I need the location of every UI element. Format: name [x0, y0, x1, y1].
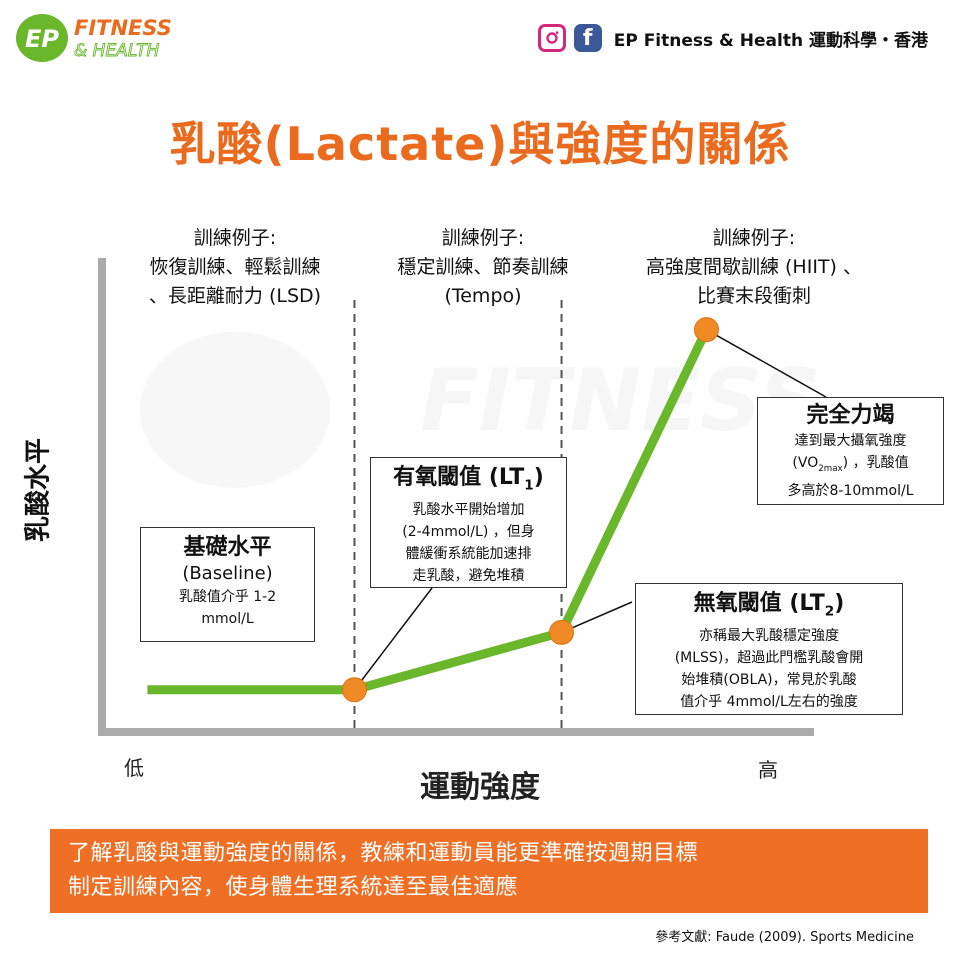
lt1-title: 有氧閾值 (LT1)	[393, 465, 544, 494]
x-axis-low-label: 低	[124, 756, 144, 780]
exhaustion-box: 完全力竭 達到最大攝氧強度 (VO2max) ，乳酸值 多高於8-10mmol/…	[757, 397, 944, 505]
zone-3-heading: 訓練例子:	[712, 227, 796, 249]
brand-logo: EP FITNESS & HEALTH	[16, 14, 172, 62]
social-text: EP Fitness & Health 運動科學・香港	[613, 30, 928, 51]
y-axis	[98, 258, 106, 736]
page-title: 乳酸(Lactate)與強度的關係	[169, 117, 791, 171]
instagram-icon[interactable]	[537, 24, 566, 52]
exhaustion-desc-2: (VO2max) ，乳酸值	[792, 455, 909, 474]
watermark-logo: FITNESS	[140, 332, 821, 488]
summary-banner: 了解乳酸與運動強度的關係，教練和運動員能更準確按週期目標 制定訓練內容，使身體生…	[50, 829, 928, 913]
lt2-desc-1: 亦稱最大乳酸穩定強度	[699, 628, 839, 645]
social-bar: f EP Fitness & Health 運動科學・香港	[537, 24, 928, 52]
baseline-box: 基礎水平 (Baseline) 乳酸值介乎 1-2 mmol/L	[140, 527, 315, 642]
lt2-desc-4: 值介乎 4mmol/L左右的強度	[680, 694, 858, 711]
zone-3-line-2: 高強度間歇訓練 (HIIT) 、	[645, 256, 862, 278]
leader-line-1	[353, 587, 433, 691]
lt2-point	[549, 619, 575, 645]
exhaustion-desc-3: 多高於8-10mmol/L	[787, 482, 914, 499]
x-axis-label: 運動強度	[420, 770, 540, 805]
banner-line-2: 制定訓練內容，使身體生理系統達至最佳適應	[68, 875, 519, 900]
zone-examples-3: 訓練例子: 高強度間歇訓練 (HIIT) 、 比賽末段衝刺	[604, 224, 904, 311]
zone-3-line-3: 比賽末段衝刺	[696, 285, 811, 307]
zone-2-heading: 訓練例子:	[441, 227, 525, 249]
lt1-box: 有氧閾值 (LT1) 乳酸水平開始增加 (2-4mmol/L) ，但身 體緩衝系…	[370, 457, 567, 588]
logo-mark: EP	[25, 25, 59, 53]
lt1-desc-3: 體緩衝系統能加速排	[405, 546, 532, 563]
lt2-title: 無氧閾值 (LT2)	[693, 591, 845, 620]
exhaustion-title: 完全力竭	[806, 403, 895, 428]
x-axis-high-label: 高	[758, 758, 778, 782]
zone-1-line-3: 、長距離耐力 (LSD)	[148, 285, 322, 307]
baseline-title: 基礎水平	[183, 535, 272, 560]
zone-examples-2: 訓練例子: 穩定訓練、節奏訓練 (Tempo)	[358, 224, 608, 311]
lt2-desc-3: 始堆積(OBLA)，常見於乳酸	[681, 672, 857, 689]
y-axis-label: 乳酸水平	[23, 437, 54, 543]
lt1-desc-4: 走乳酸，避免堆積	[412, 568, 525, 585]
logo-text-fitness: FITNESS	[74, 16, 172, 40]
zone-examples-1: 訓練例子: 恢復訓練、輕鬆訓練 、長距離耐力 (LSD)	[110, 224, 360, 311]
lt2-desc-2: (MLSS)，超過此門檻乳酸會開	[674, 650, 864, 667]
banner-line-1: 了解乳酸與運動強度的關係，教練和運動員能更準確按週期目標	[68, 841, 699, 866]
lt1-desc-1: 乳酸水平開始增加	[412, 502, 525, 519]
exhaustion-desc-1: 達到最大攝氧強度	[794, 433, 907, 449]
zone-2-line-2: 穩定訓練、節奏訓練	[397, 256, 569, 278]
zone-2-line-3: (Tempo)	[444, 285, 522, 307]
logo-text-health: & HEALTH	[74, 41, 160, 61]
lactate-curve	[147, 327, 711, 695]
zone-1-line-2: 恢復訓練、輕鬆訓練	[149, 256, 321, 278]
x-axis	[98, 728, 814, 736]
leader-line-3	[706, 329, 827, 398]
lt2-box: 無氧閾值 (LT2) 亦稱最大乳酸穩定強度 (MLSS)，超過此門檻乳酸會開 始…	[635, 583, 903, 715]
baseline-desc-2: mmol/L	[201, 611, 254, 627]
zone-1-heading: 訓練例子:	[193, 227, 277, 249]
baseline-desc-1: 乳酸值介乎 1-2	[178, 589, 277, 605]
lt1-point	[341, 677, 367, 703]
reference-text: 參考文獻: Faude (2009). Sports Medicine	[655, 930, 914, 945]
leader-line-2	[561, 601, 633, 634]
max-point	[693, 317, 719, 343]
baseline-subtitle: (Baseline)	[182, 563, 273, 584]
lt1-desc-2: (2-4mmol/L) ，但身	[402, 524, 535, 541]
facebook-icon[interactable]: f	[573, 24, 602, 52]
svg-text:FITNESS: FITNESS	[420, 351, 821, 451]
